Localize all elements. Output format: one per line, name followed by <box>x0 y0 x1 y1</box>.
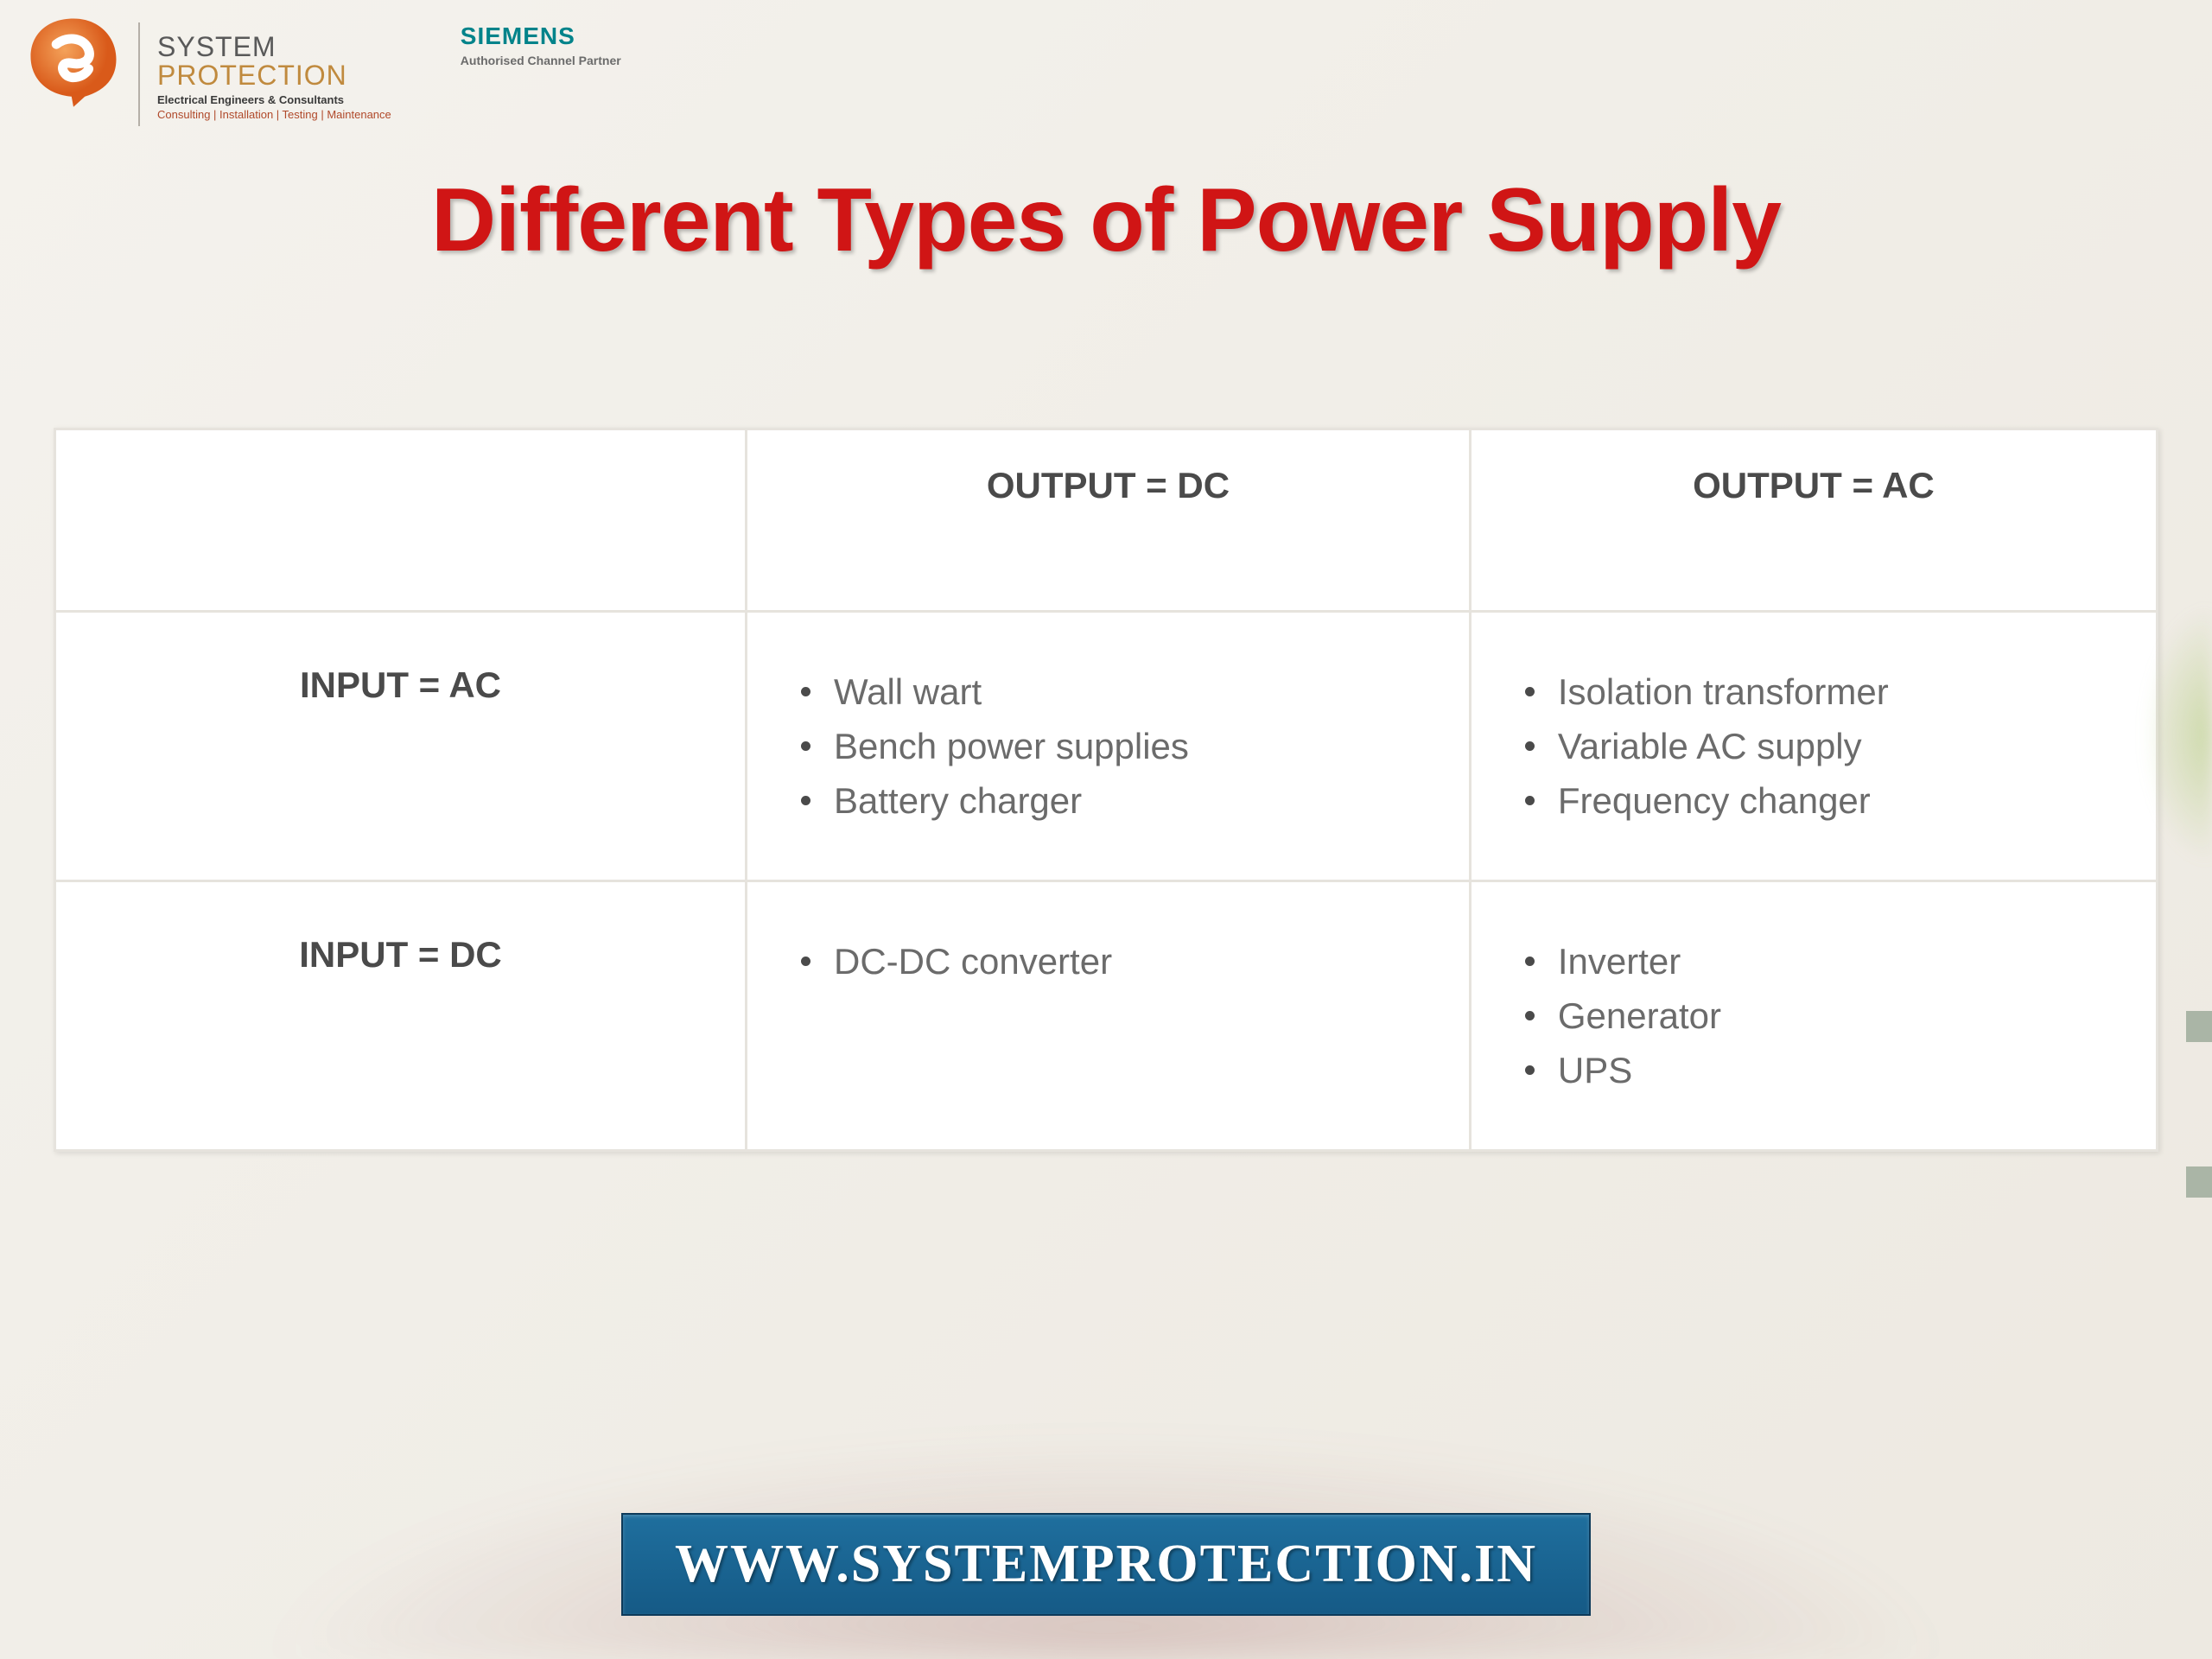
table-header-row: OUTPUT = DC OUTPUT = AC <box>55 429 2158 612</box>
decorative-blur-green <box>2143 605 2212 864</box>
col-header-ac: OUTPUT = AC <box>1470 429 2157 612</box>
sys-line2: PROTECTION <box>157 60 391 92</box>
row-header-input-ac: INPUT = AC <box>55 612 747 881</box>
row-header-input-dc: INPUT = DC <box>55 881 747 1151</box>
cell-ac-ac: Isolation transformer Variable AC supply… <box>1470 612 2157 881</box>
footer-url: WWW.SYSTEMPROTECTION.IN <box>675 1534 1537 1595</box>
list-item: UPS <box>1520 1043 2125 1097</box>
footer-banner: WWW.SYSTEMPROTECTION.IN <box>621 1513 1591 1616</box>
list-item: Wall wart <box>796 664 1438 719</box>
cell-dc-ac: Inverter Generator UPS <box>1470 881 2157 1151</box>
list-item: Isolation transformer <box>1520 664 2125 719</box>
power-supply-table: OUTPUT = DC OUTPUT = AC INPUT = AC Wall … <box>54 428 2158 1152</box>
siemens-sub: Authorised Channel Partner <box>461 54 621 67</box>
col-header-dc: OUTPUT = DC <box>747 429 1471 612</box>
siemens-title: SIEMENS <box>461 22 621 50</box>
sys-line3: Electrical Engineers & Consultants <box>157 93 391 106</box>
sys-line4: Consulting | Installation | Testing | Ma… <box>157 108 391 121</box>
company-logo-icon <box>26 14 121 109</box>
siemens-logo-text: SIEMENS Authorised Channel Partner <box>461 22 621 67</box>
list-item: Variable AC supply <box>1520 719 2125 773</box>
page-title: Different Types of Power Supply <box>0 169 2212 272</box>
table-corner-cell <box>55 429 747 612</box>
system-protection-logo-text: SYSTEM PROTECTION Electrical Engineers &… <box>157 31 391 121</box>
table-row: INPUT = AC Wall wart Bench power supplie… <box>55 612 2158 881</box>
header-logos: SYSTEM PROTECTION Electrical Engineers &… <box>0 0 2212 135</box>
list-item: Bench power supplies <box>796 719 1438 773</box>
list-item: Inverter <box>1520 934 2125 988</box>
cell-dc-dc: DC-DC converter <box>747 881 1471 1151</box>
sys-line1: SYSTEM <box>157 31 391 63</box>
cell-ac-dc: Wall wart Bench power supplies Battery c… <box>747 612 1471 881</box>
decorative-side-accent <box>2186 1011 2212 1042</box>
list-item: DC-DC converter <box>796 934 1438 988</box>
table-row: INPUT = DC DC-DC converter Inverter Gene… <box>55 881 2158 1151</box>
list-item: Generator <box>1520 988 2125 1043</box>
power-supply-table-wrapper: OUTPUT = DC OUTPUT = AC INPUT = AC Wall … <box>54 428 2158 1152</box>
logo-divider <box>138 22 140 126</box>
list-item: Frequency changer <box>1520 773 2125 828</box>
decorative-side-accent <box>2186 1166 2212 1198</box>
list-item: Battery charger <box>796 773 1438 828</box>
